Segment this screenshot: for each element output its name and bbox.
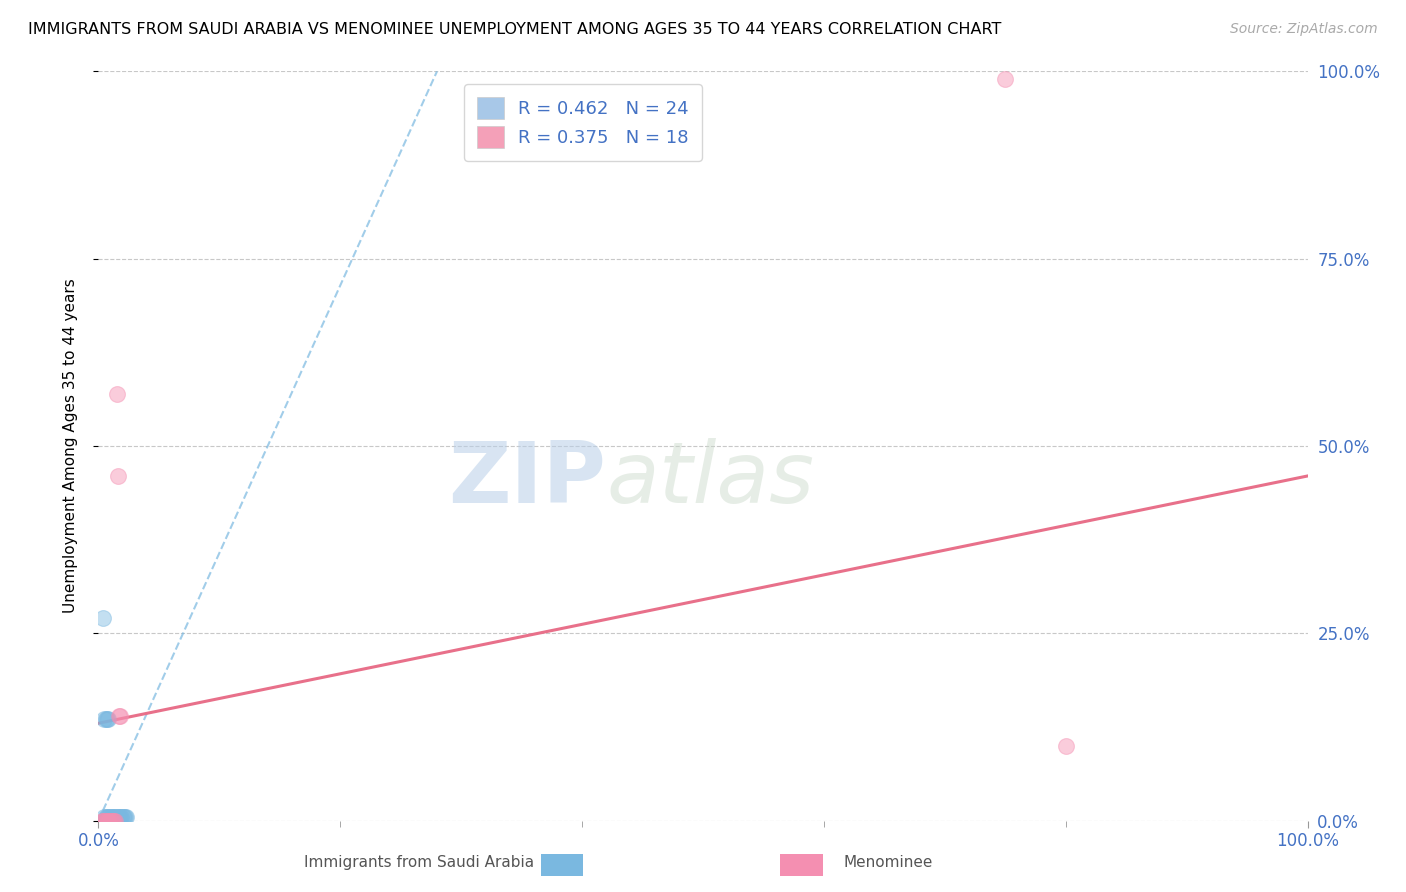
- Point: [94, 810, 117, 824]
- Point: [100, 814, 122, 828]
- Point: [100, 814, 122, 828]
- Point: [105, 386, 128, 401]
- Text: ZIP: ZIP: [449, 438, 606, 521]
- Point: [91, 814, 114, 828]
- Point: [112, 810, 135, 824]
- Text: IMMIGRANTS FROM SAUDI ARABIA VS MENOMINEE UNEMPLOYMENT AMONG AGES 35 TO 44 YEARS: IMMIGRANTS FROM SAUDI ARABIA VS MENOMINE…: [28, 22, 1001, 37]
- Point: [101, 814, 124, 828]
- Text: Source: ZipAtlas.com: Source: ZipAtlas.com: [1230, 22, 1378, 37]
- Y-axis label: Unemployment Among Ages 35 to 44 years: Unemployment Among Ages 35 to 44 years: [63, 278, 77, 614]
- Point: [100, 810, 122, 824]
- Point: [96, 810, 118, 824]
- Text: atlas: atlas: [606, 438, 814, 521]
- Point: [103, 814, 125, 828]
- Point: [98, 814, 121, 828]
- Point: [103, 810, 125, 824]
- Point: [111, 810, 134, 824]
- Point: [104, 810, 127, 824]
- Point: [1054, 739, 1077, 753]
- Point: [107, 469, 129, 483]
- Point: [94, 713, 117, 727]
- Point: [108, 810, 131, 824]
- Point: [100, 810, 122, 824]
- Point: [108, 708, 131, 723]
- Point: [110, 810, 132, 824]
- Point: [97, 713, 120, 727]
- Point: [994, 71, 1017, 86]
- Point: [93, 814, 115, 828]
- Text: Menominee: Menominee: [844, 855, 934, 870]
- Point: [97, 810, 120, 824]
- Legend: R = 0.462   N = 24, R = 0.375   N = 18: R = 0.462 N = 24, R = 0.375 N = 18: [464, 84, 702, 161]
- Point: [91, 814, 114, 828]
- Point: [91, 611, 114, 625]
- Point: [115, 810, 138, 824]
- Point: [108, 810, 131, 824]
- Point: [96, 713, 118, 727]
- Point: [93, 713, 115, 727]
- Point: [97, 814, 120, 828]
- Point: [101, 810, 124, 824]
- Text: Immigrants from Saudi Arabia: Immigrants from Saudi Arabia: [304, 855, 534, 870]
- Point: [107, 810, 129, 824]
- Point: [104, 814, 127, 828]
- Point: [93, 810, 115, 824]
- Point: [108, 708, 131, 723]
- Point: [96, 814, 118, 828]
- Point: [114, 810, 136, 824]
- Point: [94, 814, 117, 828]
- Point: [98, 810, 121, 824]
- Point: [105, 810, 128, 824]
